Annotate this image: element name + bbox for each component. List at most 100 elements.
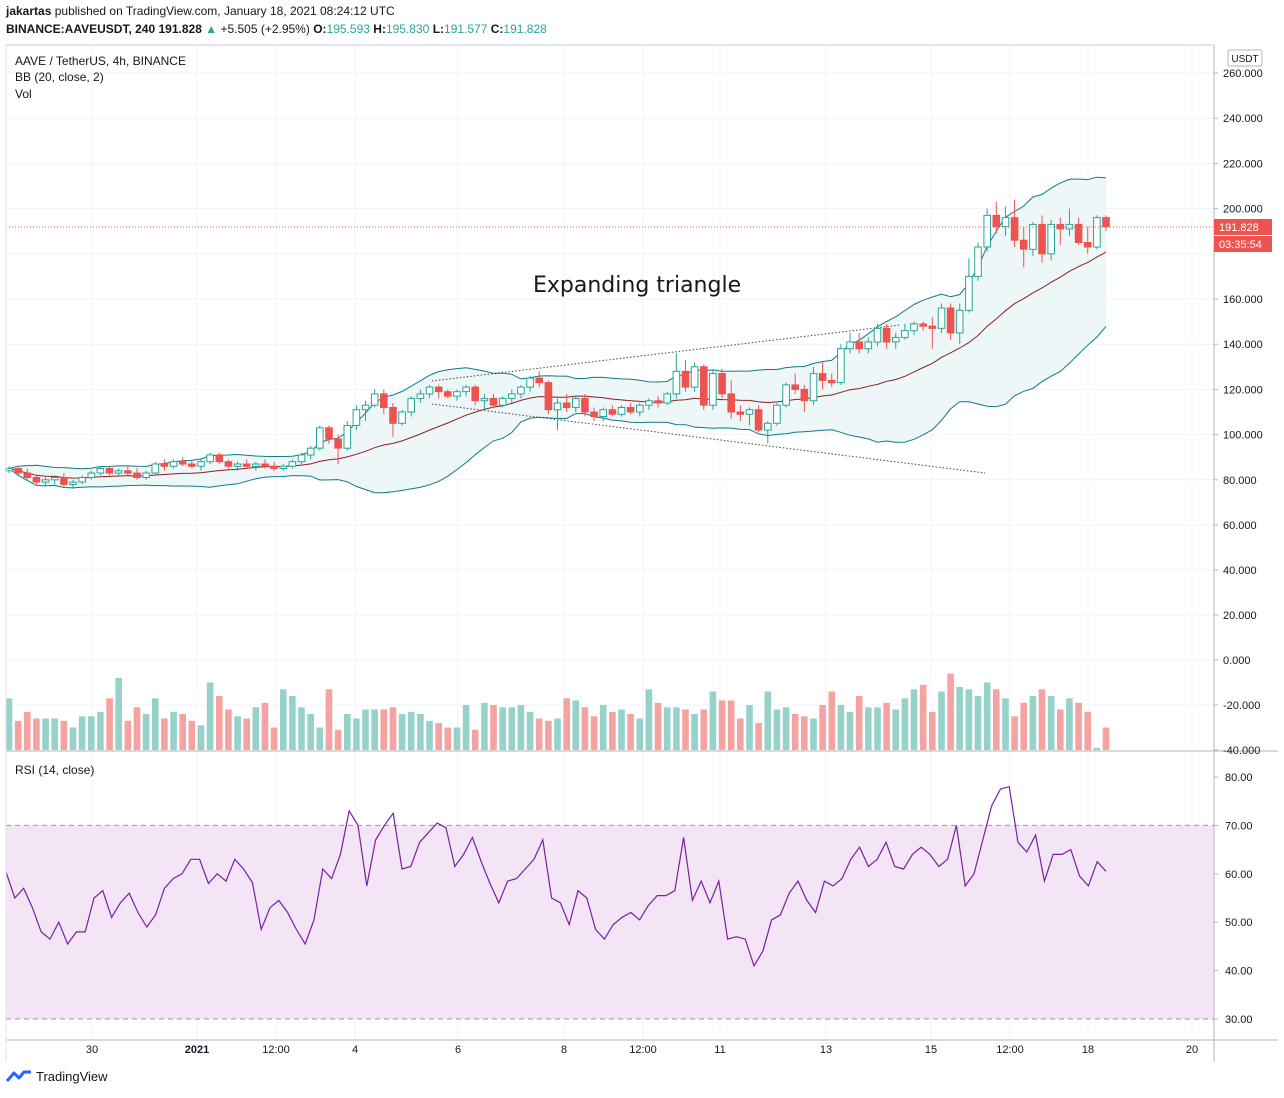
candle-body [544,382,553,411]
vol-legend[interactable]: Vol [15,87,32,101]
volume-bar [663,707,671,751]
rsi-panel[interactable] [5,785,1214,1020]
candle [654,396,662,408]
time-tick-label: 11 [714,1044,725,1056]
candle [242,459,251,469]
candle [69,479,77,489]
volume-bar [737,718,744,750]
pattern-annotation[interactable]: Expanding triangle [533,273,741,298]
candle-body [818,373,827,381]
volume-bar [1029,696,1037,750]
candle-body [1047,223,1056,255]
volume-bar [389,707,397,751]
volume-bar [417,714,424,750]
candle [1074,217,1083,245]
candle [60,473,68,487]
candle-body [864,341,873,350]
volume-bar [764,691,772,750]
volume-bar [24,711,31,751]
candle [316,425,324,451]
candle-body [462,386,470,393]
candle-body [709,373,717,406]
volume-bar [115,678,122,750]
rsi-tick-label: 70.00 [1225,820,1253,832]
candle-body [745,409,754,415]
candle-body [288,461,297,467]
candle-body [416,393,425,399]
high-label: H: [373,22,386,36]
candle-body [535,377,544,384]
candle [791,373,800,394]
brand-name[interactable]: TradingView [36,1068,108,1084]
candle [480,393,489,410]
candle-body [1093,217,1101,248]
volume-bar [234,716,241,751]
candle-body [297,454,306,463]
candle [581,393,589,417]
upper-trendline[interactable] [431,324,901,382]
candle [325,425,333,444]
volume-bar [846,711,854,751]
close-value: 191.828 [503,22,547,36]
tradingview-logo-icon [6,1070,31,1082]
candle [288,459,297,469]
time-tick-label: 30 [86,1044,98,1056]
bb-legend[interactable]: BB (20, close, 2) [15,70,104,84]
close-label: C: [490,22,504,36]
open-label: O: [313,22,327,36]
candle [617,405,626,417]
candle-body [791,384,800,390]
trendlines[interactable] [431,324,986,474]
axes[interactable]: 260.000240.000220.000200.000160.000140.0… [86,68,1263,1056]
rsi-legend[interactable]: RSI (14, close) [15,763,94,777]
volume-bar [426,720,433,751]
candle [919,321,928,331]
rsi-tick-label: 40.00 [1225,966,1253,978]
volume-panel[interactable] [5,673,1110,751]
volume-tick-label: 0.000 [1223,655,1251,667]
candle-body [41,479,50,483]
candle-body [919,323,928,327]
candle [955,303,964,345]
currency-box[interactable]: USDT [1227,49,1263,67]
volume-bar [206,682,214,750]
candle-body [645,400,653,406]
candle-body [553,402,562,411]
rsi-line [5,785,1107,968]
volume-bar [673,707,680,751]
candle [215,452,224,464]
volume-bar [645,689,653,751]
volume-bar [380,709,388,750]
candle [444,389,452,399]
candle [864,337,873,354]
volume-bar [97,711,104,751]
time-tick-label: 18 [1082,1044,1094,1056]
volume-bar [746,705,753,750]
candle-body [809,373,818,402]
author-name[interactable]: jakartas [6,4,52,18]
candle [608,405,617,417]
candlestick-series[interactable] [5,199,1110,489]
candle-body [672,370,681,395]
candle [727,380,736,419]
volume-bar [444,727,452,750]
candle [50,475,59,485]
candle-body [169,461,178,467]
time-tick-label: 13 [820,1044,832,1056]
candle [471,384,479,406]
candle-body [1074,223,1083,243]
volume-bar [919,684,927,751]
volume-bar [270,727,278,750]
candle [965,258,973,313]
candle [407,396,415,417]
volume-bar [837,705,845,750]
candle [663,391,672,406]
candle [553,398,562,431]
candle-body [508,393,516,399]
volume-bar [865,707,872,751]
bb-fill [9,177,1106,493]
volume-bar [974,696,982,750]
candle-body [407,397,415,413]
volume-bar [1047,696,1055,750]
